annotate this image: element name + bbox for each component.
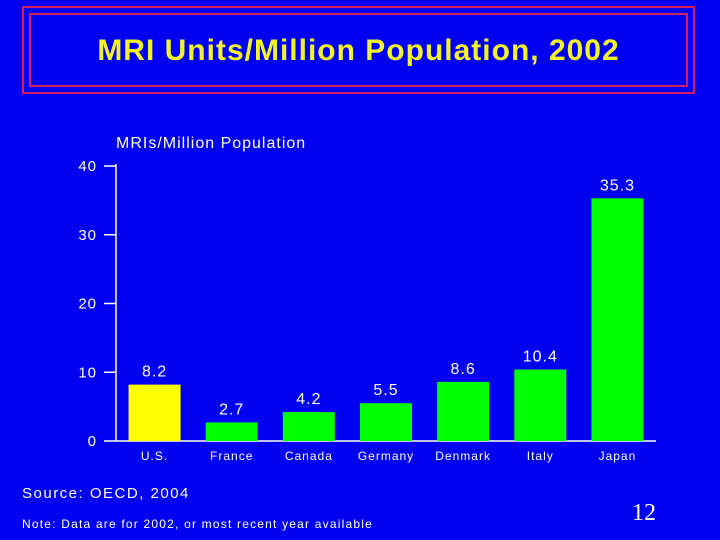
x-tick-label: Denmark <box>435 449 491 463</box>
title-frame: MRI Units/Million Population, 2002 <box>22 6 695 94</box>
x-tick-label: Japan <box>599 449 637 463</box>
bar <box>360 403 412 441</box>
x-tick-label: Germany <box>358 449 414 463</box>
bar <box>128 384 181 441</box>
source-note: Source: OECD, 2004 <box>22 485 190 502</box>
x-tick-label: France <box>210 449 253 463</box>
data-label: 5.5 <box>373 382 398 399</box>
x-tick-label: Italy <box>527 449 554 463</box>
y-tick-label: 10 <box>78 364 97 381</box>
bar <box>282 412 335 441</box>
bar <box>591 198 644 441</box>
title-inner-frame <box>29 13 688 87</box>
x-tick-label: Canada <box>285 449 333 463</box>
bar <box>205 422 258 441</box>
bar <box>437 381 490 441</box>
slide-title: MRI Units/Million Population, 2002 <box>97 34 620 67</box>
y-tick-label: 0 <box>88 433 97 450</box>
data-label: 8.2 <box>142 364 167 381</box>
footnote: Note: Data are for 2002, or most recent … <box>22 517 373 531</box>
x-tick-label: U.S. <box>141 449 168 463</box>
y-tick-label: 40 <box>78 158 97 175</box>
y-tick-label: 20 <box>78 296 97 313</box>
data-label: 8.6 <box>451 361 476 378</box>
bar <box>514 369 567 441</box>
page-number: 12 <box>632 500 656 526</box>
data-label: 2.7 <box>219 401 244 418</box>
y-tick-label: 30 <box>78 227 97 244</box>
data-label: 35.3 <box>600 177 635 194</box>
chart-title: MRIs/Million Population <box>116 135 306 152</box>
data-label: 10.4 <box>523 349 558 366</box>
data-label: 4.2 <box>296 391 321 408</box>
